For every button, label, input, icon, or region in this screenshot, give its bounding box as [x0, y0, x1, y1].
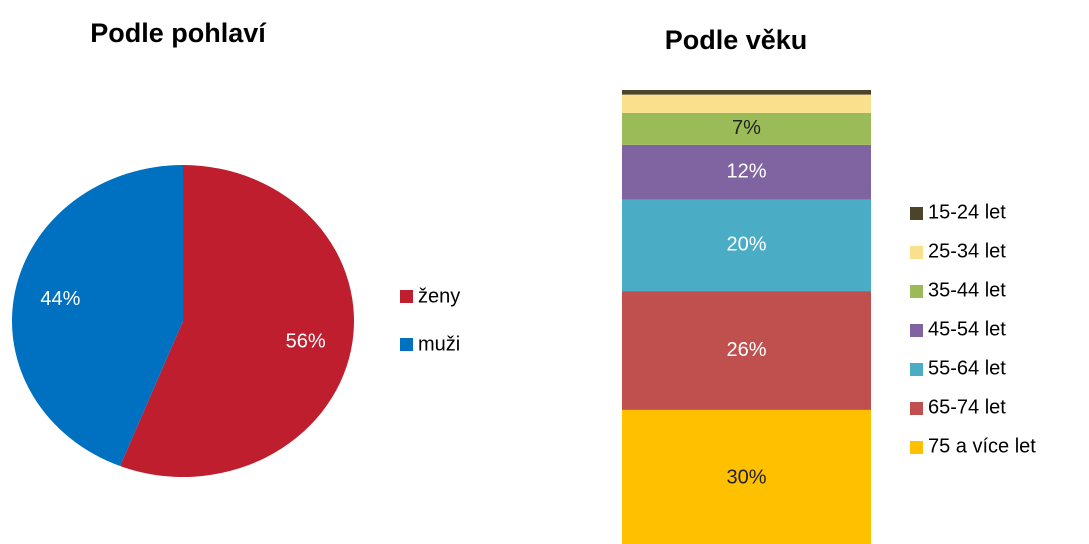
legend-label: 35-44 let [928, 279, 1006, 301]
bar-segment [622, 144, 871, 200]
bar-segment [622, 112, 871, 145]
legend-label: muži [418, 333, 460, 355]
data-label: 12% [726, 161, 766, 183]
legend-swatch [400, 290, 413, 303]
bar-segment [622, 90, 871, 95]
legend-swatch [910, 363, 923, 376]
chart-title: Podle pohlaví [90, 18, 267, 48]
legend-label: 15-24 let [928, 201, 1006, 223]
legend-label: ženy [418, 285, 460, 307]
legend-label: 65-74 let [928, 396, 1006, 418]
pie-slice [11, 165, 184, 467]
data-label: 26% [726, 339, 766, 361]
legend-label: 25-34 let [928, 240, 1006, 262]
legend-swatch [910, 402, 923, 415]
legend-label: 75 a více let [928, 435, 1036, 457]
legend-swatch [910, 441, 923, 454]
data-label: 56% [286, 331, 326, 353]
pie-slice [120, 165, 354, 477]
legend-label: 45-54 let [928, 318, 1006, 340]
bar-segment [622, 409, 871, 544]
bar-segment [622, 291, 871, 410]
legend-swatch [400, 338, 413, 351]
data-label: 20% [726, 234, 766, 256]
data-label: 44% [40, 288, 80, 310]
legend-swatch [910, 246, 923, 259]
legend-swatch [910, 285, 923, 298]
data-label: 30% [726, 467, 766, 489]
legend-swatch [910, 324, 923, 337]
legend-label: 55-64 let [928, 357, 1006, 379]
legend-swatch [910, 207, 923, 220]
data-label: 7% [732, 117, 761, 139]
chart-title: Podle věku [665, 25, 808, 55]
bar-segment [622, 199, 871, 292]
bar-segment [622, 94, 871, 113]
